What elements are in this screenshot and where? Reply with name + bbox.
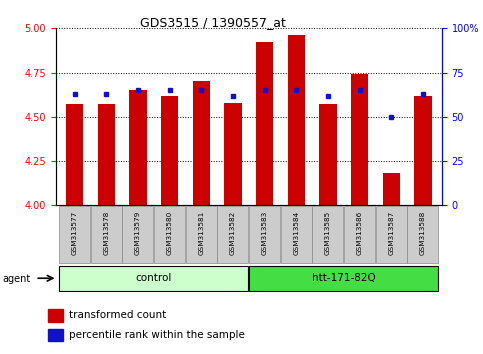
Bar <box>66 104 83 205</box>
Bar <box>287 35 305 205</box>
Text: GDS3515 / 1390557_at: GDS3515 / 1390557_at <box>140 16 285 29</box>
Bar <box>256 42 273 205</box>
Text: GSM313581: GSM313581 <box>198 211 204 256</box>
Text: GSM313583: GSM313583 <box>262 211 268 256</box>
Bar <box>98 104 115 205</box>
Text: GSM313577: GSM313577 <box>71 211 78 256</box>
FancyBboxPatch shape <box>408 206 439 263</box>
Bar <box>351 74 369 205</box>
Text: GSM313586: GSM313586 <box>356 211 363 256</box>
Text: GSM313578: GSM313578 <box>103 211 109 256</box>
FancyBboxPatch shape <box>59 266 248 291</box>
Bar <box>414 96 432 205</box>
FancyBboxPatch shape <box>122 206 154 263</box>
FancyBboxPatch shape <box>186 206 217 263</box>
FancyBboxPatch shape <box>281 206 312 263</box>
FancyBboxPatch shape <box>376 206 407 263</box>
Bar <box>48 329 63 341</box>
Text: GSM313582: GSM313582 <box>230 211 236 256</box>
Text: GSM313580: GSM313580 <box>167 211 172 256</box>
Text: htt-171-82Q: htt-171-82Q <box>312 273 376 283</box>
Text: GSM313584: GSM313584 <box>293 211 299 256</box>
Bar <box>383 173 400 205</box>
Text: percentile rank within the sample: percentile rank within the sample <box>69 330 245 340</box>
Text: agent: agent <box>2 274 30 284</box>
Text: GSM313587: GSM313587 <box>388 211 394 256</box>
FancyBboxPatch shape <box>217 206 248 263</box>
FancyBboxPatch shape <box>249 266 439 291</box>
Text: transformed count: transformed count <box>69 310 166 320</box>
Bar <box>224 103 242 205</box>
Text: GSM313588: GSM313588 <box>420 211 426 256</box>
Bar <box>193 81 210 205</box>
Text: GSM313585: GSM313585 <box>325 211 331 256</box>
Bar <box>319 104 337 205</box>
Bar <box>48 309 63 321</box>
Text: GSM313579: GSM313579 <box>135 211 141 256</box>
FancyBboxPatch shape <box>154 206 185 263</box>
FancyBboxPatch shape <box>313 206 343 263</box>
Text: control: control <box>136 273 172 283</box>
FancyBboxPatch shape <box>59 206 90 263</box>
FancyBboxPatch shape <box>91 206 122 263</box>
FancyBboxPatch shape <box>249 206 280 263</box>
Bar <box>129 90 147 205</box>
Bar <box>161 96 178 205</box>
FancyBboxPatch shape <box>344 206 375 263</box>
